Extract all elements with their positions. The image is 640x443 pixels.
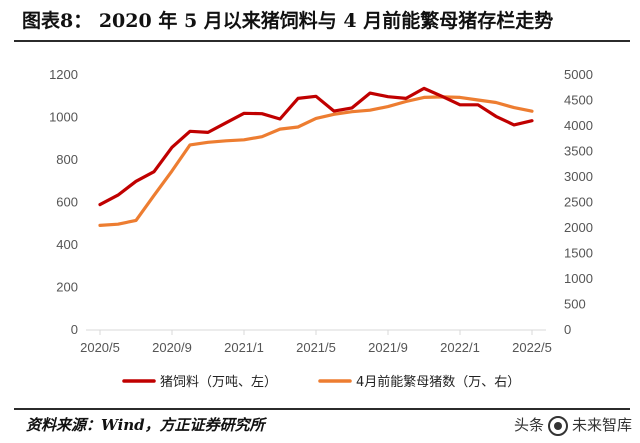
x-tick-label: 2021/1 bbox=[224, 340, 264, 355]
x-tick-label: 2022/5 bbox=[512, 340, 552, 355]
y-right-tick-label: 1500 bbox=[564, 246, 593, 261]
y-right-tick-label: 5000 bbox=[564, 67, 593, 82]
watermark-prefix: 头条 bbox=[513, 416, 544, 434]
x-tick-label: 2021/5 bbox=[296, 340, 336, 355]
y-right-tick-label: 4500 bbox=[564, 93, 593, 108]
y-right-tick-label: 2000 bbox=[564, 220, 593, 235]
legend-item-feed-label: 猪饲料（万吨、左） bbox=[160, 375, 277, 390]
x-tick-label: 2020/9 bbox=[152, 340, 192, 355]
chart-axes: 0 200 400 600 800 1000 1200 0 500 1000 1500 2000 250… bbox=[49, 67, 593, 355]
x-tick-label: 2020/5 bbox=[80, 340, 120, 355]
x-tick-label: 2022/1 bbox=[440, 340, 480, 355]
watermark-logo-icon bbox=[547, 415, 568, 436]
chart-title: 图表8： 2020 年 5 月以来猪饲料与 4 月前能繁母猪存栏走势 bbox=[22, 10, 554, 32]
y-left-tick-label: 400 bbox=[56, 237, 78, 252]
y-right-tick-label: 3500 bbox=[564, 144, 593, 159]
y-left-tick-label: 0 bbox=[71, 322, 78, 337]
y-left-tick-label: 1000 bbox=[49, 110, 78, 125]
y-left-tick-label: 1200 bbox=[49, 67, 78, 82]
y-right-tick-label: 4000 bbox=[564, 118, 593, 133]
x-tick-label: 2021/9 bbox=[368, 340, 408, 355]
watermark-name: 未来智库 bbox=[571, 416, 632, 434]
legend-item-sows-label: 4月前能繁母猪数（万、右） bbox=[356, 374, 520, 390]
chart-legend: 猪饲料（万吨、左） 4月前能繁母猪数（万、右） bbox=[122, 374, 520, 390]
source-divider bbox=[14, 408, 630, 410]
source-note: 资料来源：Wind，方正证券研究所 bbox=[26, 416, 265, 434]
y-right-tick-label: 0 bbox=[564, 322, 571, 337]
series-line-feed bbox=[98, 86, 534, 207]
y-left-tick-label: 200 bbox=[56, 280, 78, 295]
y-right-tick-label: 2500 bbox=[564, 195, 593, 210]
title-divider bbox=[14, 40, 630, 42]
series-line-sows bbox=[98, 95, 534, 227]
y-right-tick-label: 3000 bbox=[564, 169, 593, 184]
y-right-tick-label: 500 bbox=[564, 297, 586, 312]
watermark: 头条 未来智库 bbox=[514, 413, 632, 437]
y-left-tick-label: 800 bbox=[56, 152, 78, 167]
dual-axis-line-chart: 0 200 400 600 800 1000 1200 0 500 1000 1500 2000 250… bbox=[49, 67, 593, 390]
y-left-tick-label: 600 bbox=[56, 195, 78, 210]
y-right-tick-label: 1000 bbox=[564, 271, 593, 286]
chart-series bbox=[98, 86, 534, 227]
